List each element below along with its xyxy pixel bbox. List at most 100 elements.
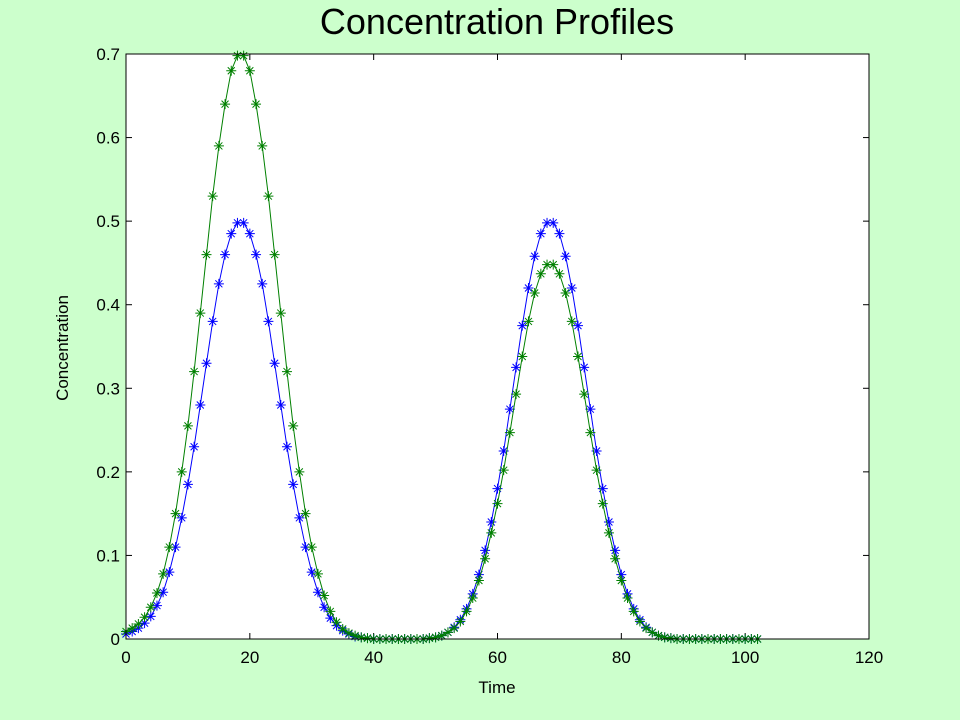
data-point-marker bbox=[306, 542, 317, 553]
data-point-marker bbox=[220, 249, 231, 260]
plot-frame bbox=[125, 53, 870, 640]
y-tick-label: 0.2 bbox=[96, 463, 120, 482]
data-point-marker bbox=[325, 606, 336, 617]
x-axis-label: Time bbox=[478, 678, 515, 697]
y-tick-label: 0.1 bbox=[96, 546, 120, 565]
x-tick-label: 0 bbox=[121, 648, 130, 667]
data-point-marker bbox=[294, 466, 305, 477]
x-tick-label: 20 bbox=[240, 648, 259, 667]
data-point-marker bbox=[151, 600, 162, 611]
data-point-marker bbox=[151, 588, 162, 599]
data-point-marker bbox=[244, 65, 255, 76]
chart-title: Concentration Profiles bbox=[320, 1, 674, 42]
data-point-marker bbox=[232, 50, 243, 61]
data-point-marker bbox=[356, 632, 367, 643]
data-point-marker bbox=[641, 623, 652, 634]
data-point-marker bbox=[610, 545, 621, 556]
data-point-marker bbox=[319, 602, 330, 613]
data-point-marker bbox=[486, 517, 497, 527]
x-tick-label: 40 bbox=[364, 648, 383, 667]
data-point-marker bbox=[504, 427, 515, 438]
data-point-marker bbox=[275, 400, 286, 410]
data-point-marker bbox=[306, 567, 317, 578]
data-point-marker bbox=[523, 316, 534, 327]
data-point-marker bbox=[213, 140, 224, 151]
data-point-marker bbox=[251, 249, 262, 260]
data-point-marker bbox=[139, 618, 150, 629]
data-point-marker bbox=[145, 611, 156, 622]
data-point-marker bbox=[504, 404, 515, 415]
data-point-marker bbox=[535, 228, 546, 239]
data-point-marker bbox=[597, 498, 608, 509]
x-tick-label: 60 bbox=[488, 648, 507, 667]
data-point-marker bbox=[139, 612, 150, 623]
data-point-marker bbox=[467, 593, 478, 604]
data-point-marker bbox=[634, 616, 645, 627]
data-point-marker bbox=[579, 389, 590, 400]
data-point-marker bbox=[442, 627, 453, 638]
data-point-marker bbox=[492, 483, 503, 494]
data-point-marker bbox=[436, 630, 447, 641]
data-point-marker bbox=[257, 140, 268, 151]
plot-area bbox=[126, 54, 869, 639]
data-point-marker bbox=[201, 249, 212, 260]
data-point-marker bbox=[226, 65, 237, 76]
data-point-marker bbox=[572, 320, 583, 331]
x-tick-label: 100 bbox=[731, 648, 759, 667]
data-point-marker bbox=[542, 259, 553, 270]
data-point-marker bbox=[461, 606, 472, 617]
data-point-marker bbox=[269, 249, 280, 260]
data-point-marker bbox=[616, 575, 627, 586]
data-point-marker bbox=[517, 320, 528, 331]
data-point-marker bbox=[176, 512, 187, 523]
data-point-marker bbox=[164, 542, 175, 553]
data-point-marker bbox=[164, 567, 175, 578]
data-point-marker bbox=[158, 568, 169, 579]
data-point-marker bbox=[133, 618, 144, 629]
data-point-marker bbox=[269, 358, 280, 369]
data-point-marker bbox=[189, 441, 200, 452]
data-point-marker bbox=[275, 308, 286, 319]
data-point-marker bbox=[572, 351, 583, 362]
data-point-marker bbox=[591, 445, 602, 456]
data-point-marker bbox=[486, 527, 497, 538]
data-point-marker bbox=[529, 288, 540, 299]
data-point-marker bbox=[455, 616, 466, 627]
data-point-marker bbox=[300, 508, 311, 519]
data-point-marker bbox=[238, 217, 249, 228]
y-tick-label: 0.6 bbox=[96, 129, 120, 148]
data-point-marker bbox=[517, 351, 528, 362]
data-point-marker bbox=[312, 568, 323, 579]
data-point-marker bbox=[263, 191, 274, 202]
data-point-marker bbox=[325, 613, 336, 624]
data-point-marker bbox=[449, 623, 460, 634]
x-tick-label: 120 bbox=[855, 648, 883, 667]
data-point-marker bbox=[473, 569, 484, 580]
data-point-marker bbox=[288, 479, 299, 490]
data-point-marker bbox=[158, 587, 169, 598]
data-point-marker bbox=[263, 316, 274, 327]
data-point-marker bbox=[585, 427, 596, 438]
data-point-marker bbox=[424, 633, 435, 644]
y-tick-label: 0.4 bbox=[96, 296, 120, 315]
data-point-marker bbox=[622, 593, 633, 604]
data-point-marker bbox=[548, 217, 559, 228]
data-point-marker bbox=[362, 633, 373, 644]
data-point-marker bbox=[201, 358, 212, 369]
data-point-marker bbox=[207, 191, 218, 202]
data-point-marker bbox=[591, 465, 602, 476]
data-point-marker bbox=[579, 362, 590, 373]
y-tick-label: 0.5 bbox=[96, 212, 120, 231]
data-point-marker bbox=[610, 553, 621, 564]
data-point-marker bbox=[647, 627, 658, 638]
data-point-marker bbox=[195, 308, 206, 319]
data-point-marker bbox=[560, 288, 571, 299]
data-point-marker bbox=[542, 217, 553, 228]
data-point-marker bbox=[281, 441, 292, 452]
data-point-marker bbox=[319, 590, 330, 601]
data-point-marker bbox=[213, 278, 224, 289]
data-point-marker bbox=[554, 268, 565, 279]
data-point-marker bbox=[312, 587, 323, 598]
data-point-marker bbox=[523, 283, 534, 293]
data-point-marker bbox=[189, 366, 200, 377]
